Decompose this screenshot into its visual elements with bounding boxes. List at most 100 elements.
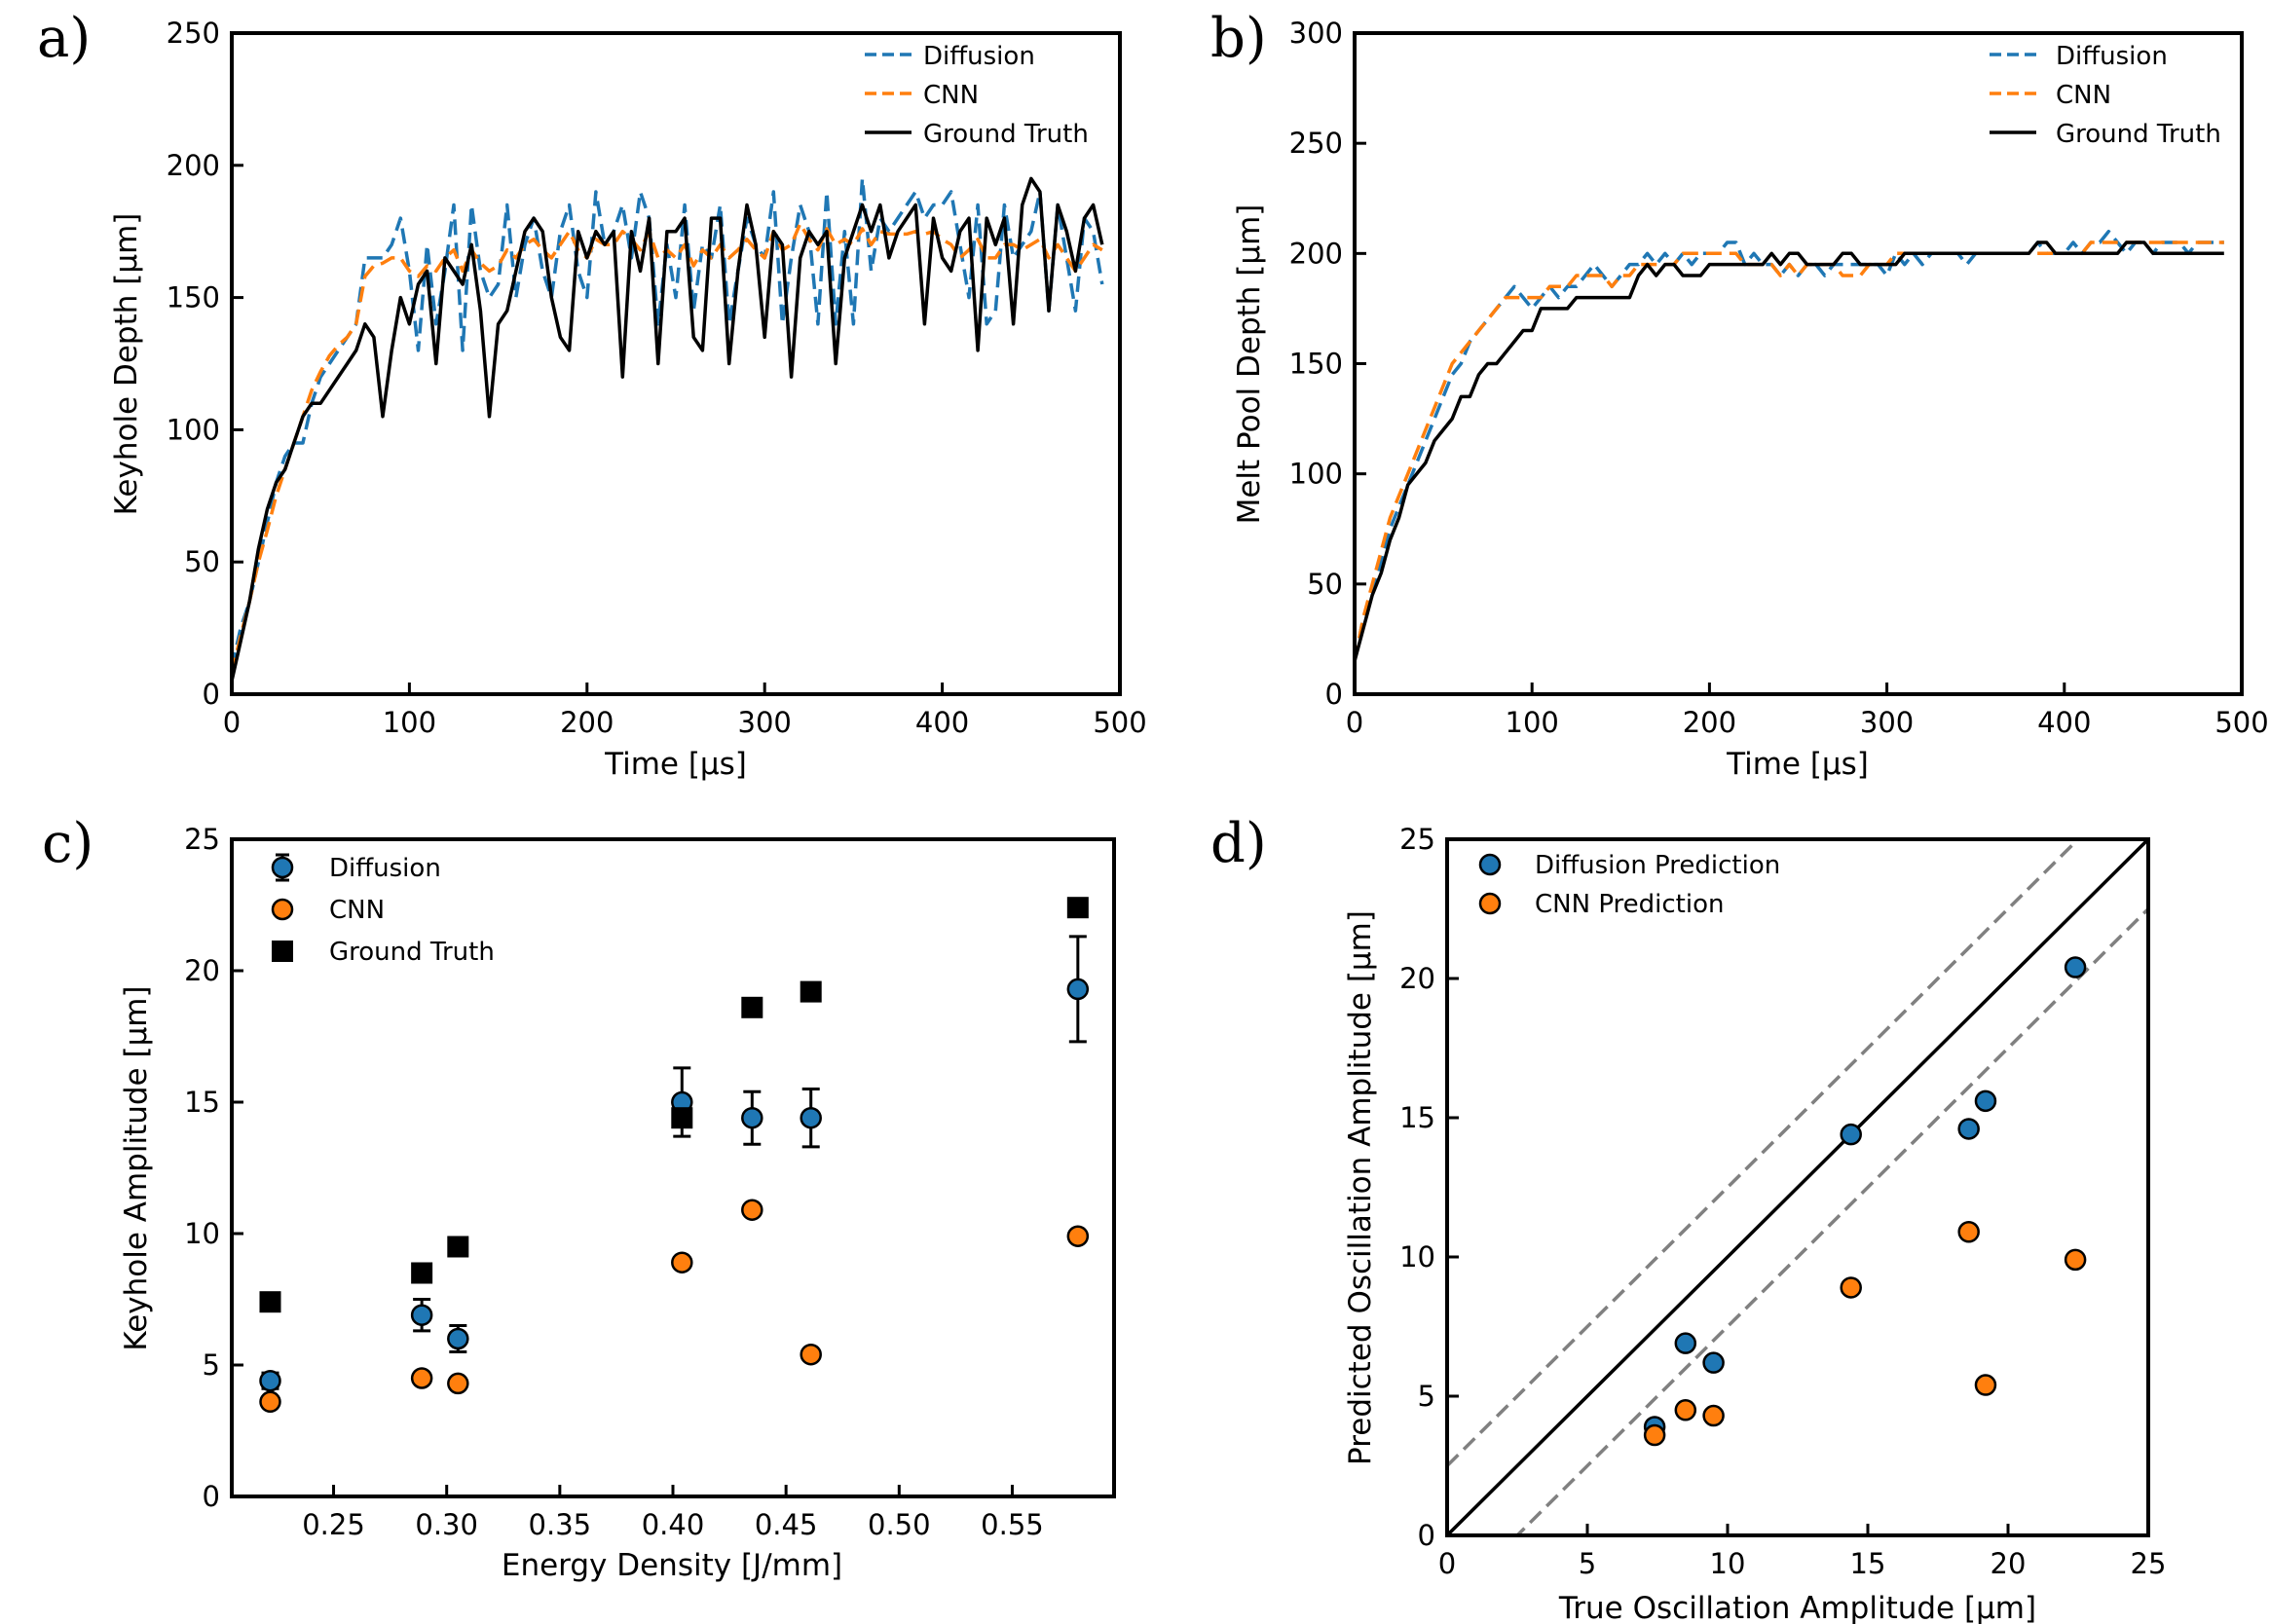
y-tick-label: 20	[1399, 962, 1435, 995]
panel-a-y-label: Keyhole Depth [μm]	[109, 213, 144, 516]
legend-label: Diffusion	[329, 854, 441, 883]
point-cnn-prediction	[1974, 1374, 1997, 1396]
series-line-diffusion	[1353, 229, 2224, 662]
x-tick-label: 300	[1860, 706, 1914, 739]
x-tick-label: 200	[1683, 706, 1736, 739]
legend-label: CNN Prediction	[1535, 890, 1724, 919]
y-tick-label: 25	[1399, 823, 1435, 856]
y-tick-label: 50	[184, 545, 220, 578]
panel-d-y-label: Predicted Oscillation Amplitude [μm]	[1343, 910, 1378, 1465]
point-diffusion-prediction	[1957, 1118, 1980, 1140]
series-line-cnn	[230, 221, 1103, 674]
point-diffusion	[447, 1327, 469, 1350]
series-line-ground-truth	[1353, 240, 2224, 662]
panel-c-x-axis: 0.25 0.30 0.35 0.40 0.45 0.50 0.55	[302, 1485, 1044, 1541]
reference-line-identity	[1447, 839, 2148, 1535]
point-cnn	[410, 1367, 433, 1389]
panel-a-x-axis: 0 100 200 300 400 500	[223, 683, 1147, 739]
x-tick-label: 0.40	[642, 1508, 705, 1541]
y-tick-label: 0	[203, 678, 220, 711]
panel-d-legend: Diffusion Prediction CNN Prediction	[1478, 851, 1780, 919]
y-tick-label: 10	[184, 1217, 220, 1250]
panel-d-x-axis: 0 5 10 15 20 25	[1438, 1524, 2166, 1580]
point-ground-truth	[1066, 897, 1089, 919]
y-tick-label: 150	[1289, 348, 1343, 381]
legend-marker	[271, 856, 294, 879]
panel-label-d: d)	[1210, 812, 1267, 875]
legend-label: Diffusion	[923, 42, 1035, 71]
point-diffusion	[259, 1369, 281, 1392]
point-diffusion-prediction	[2064, 956, 2087, 978]
legend-label: Diffusion Prediction	[1535, 851, 1780, 880]
y-tick-label: 150	[167, 281, 220, 314]
point-diffusion-prediction	[1674, 1332, 1697, 1354]
point-cnn-prediction	[1957, 1221, 1980, 1243]
point-ground-truth	[800, 980, 822, 1003]
panel-d-y-axis: 0 5 10 15 20 25	[1399, 823, 1459, 1552]
y-tick-label: 0	[1325, 678, 1343, 711]
x-tick-label: 0.55	[981, 1508, 1044, 1541]
panel-c-x-label: Energy Density [J/mm]	[502, 1548, 842, 1583]
x-tick-label: 100	[383, 706, 436, 739]
point-diffusion	[741, 1106, 763, 1129]
panel-a-y-axis: 0 50 100 150 200 250	[167, 17, 243, 711]
y-tick-label: 0	[203, 1480, 220, 1513]
y-tick-label: 25	[184, 823, 220, 856]
y-tick-label: 20	[184, 954, 220, 987]
y-tick-label: 10	[1399, 1240, 1435, 1273]
panel-b-x-axis: 0 100 200 300 400 500	[1346, 683, 2269, 739]
point-ground-truth	[671, 1107, 693, 1129]
panel-c: c) 0.25 0.30 0.35 0.40 0.45 0.50 0.55 0 5 10 15 20…	[42, 812, 1116, 1583]
x-tick-label: 0	[223, 706, 241, 739]
x-tick-label: 500	[2214, 706, 2268, 739]
panel-b-y-label: Melt Pool Depth [μm]	[1232, 204, 1267, 525]
panel-a: a) 0 100 200 300 400 500 0 50 100 150 200 250 Time…	[37, 7, 1147, 782]
x-tick-label: 20	[1991, 1547, 2027, 1580]
x-tick-label: 0.45	[755, 1508, 818, 1541]
reference-line-upper-band	[1447, 839, 2081, 1467]
y-tick-label: 15	[184, 1086, 220, 1119]
legend-label: CNN	[923, 81, 979, 110]
point-diffusion	[410, 1304, 433, 1326]
legend-label: Diffusion	[2056, 42, 2168, 71]
panel-a-legend: Diffusion CNN Ground Truth	[865, 42, 1089, 149]
y-tick-label: 5	[1418, 1380, 1435, 1413]
legend-label: CNN	[329, 896, 385, 925]
legend-label: Ground Truth	[923, 120, 1089, 149]
point-cnn	[671, 1251, 693, 1273]
point-diffusion-prediction	[1702, 1351, 1725, 1374]
y-tick-label: 100	[1289, 458, 1343, 491]
point-cnn	[741, 1199, 763, 1221]
legend-marker	[271, 898, 294, 921]
point-cnn-prediction	[1702, 1404, 1725, 1427]
y-tick-label: 200	[1289, 237, 1343, 270]
legend-label: CNN	[2056, 81, 2111, 110]
x-tick-label: 0.50	[868, 1508, 931, 1541]
panel-d-frame	[1445, 837, 2150, 1537]
panel-a-x-label: Time [μs]	[604, 747, 747, 782]
x-tick-label: 100	[1506, 706, 1559, 739]
panel-d-series	[1447, 839, 2148, 1535]
y-tick-label: 300	[1289, 17, 1343, 50]
panel-a-series	[230, 176, 1104, 682]
y-tick-label: 250	[1289, 127, 1343, 160]
x-tick-label: 0.25	[302, 1508, 365, 1541]
panel-label-a: a)	[37, 7, 91, 70]
point-diffusion-prediction	[1974, 1089, 1997, 1113]
panel-d: d) 0 5 10 15 20 25 0 5 10 15 20 25 True Oscillatio…	[1210, 812, 2166, 1624]
legend-marker	[1478, 892, 1502, 915]
y-tick-label: 0	[1418, 1519, 1435, 1552]
y-tick-label: 250	[167, 17, 220, 50]
point-ground-truth	[741, 996, 763, 1018]
x-tick-label: 300	[738, 706, 792, 739]
point-cnn-prediction	[1840, 1276, 1862, 1299]
point-cnn	[259, 1390, 281, 1414]
x-tick-label: 5	[1579, 1547, 1596, 1580]
panel-d-x-label: True Oscillation Amplitude [μm]	[1558, 1591, 2036, 1624]
point-ground-truth	[259, 1291, 281, 1313]
legend-label: Ground Truth	[2056, 120, 2221, 149]
x-tick-label: 400	[915, 706, 969, 739]
x-tick-label: 10	[1710, 1547, 1746, 1580]
point-cnn-prediction	[2064, 1248, 2087, 1272]
point-diffusion	[800, 1106, 822, 1129]
